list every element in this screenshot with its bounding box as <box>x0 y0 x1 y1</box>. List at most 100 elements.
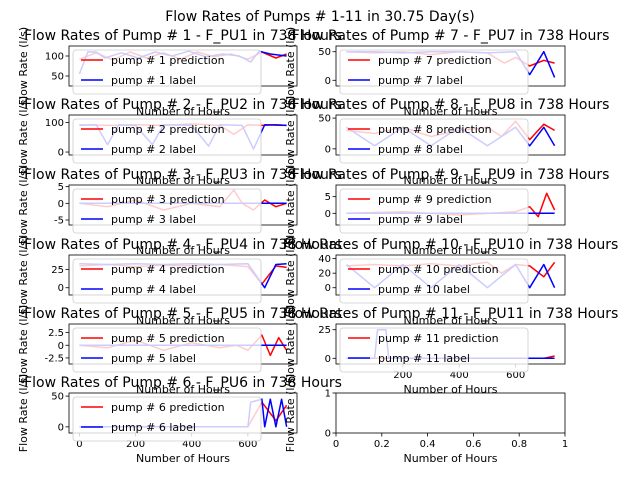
x-axis-label: Number of Hours <box>136 244 230 257</box>
legend-entry: pump # 6 label <box>111 421 196 434</box>
subplot-title: Flow Rates of Pump # 3 - F_PU3 in 738 Ho… <box>24 167 342 183</box>
x-tick-label: 0 <box>76 439 82 450</box>
legend-entry: pump # 1 label <box>111 74 196 87</box>
y-tick-label: 25 <box>318 325 331 336</box>
x-tick-label: 1 <box>562 439 568 450</box>
legend: pump # 4 prediction pump # 4 label <box>72 258 262 304</box>
subplot-title: Flow Rates of Pump # 6 - F_PU6 in 738 Ho… <box>24 375 342 391</box>
x-axis-label: Number of Hours <box>403 244 497 257</box>
legend-entry: pump # 10 label <box>378 283 470 296</box>
y-tick-label: 0 <box>325 283 331 294</box>
legend-box <box>72 49 262 95</box>
figure-suptitle: Flow Rates of Pumps # 1-11 in 30.75 Day(… <box>165 9 475 25</box>
subplot-title: Flow Rates of Pump # 4 - F_PU4 in 738 Ho… <box>24 237 342 253</box>
y-tick-label: 1 <box>325 389 331 400</box>
legend-entry: pump # 7 label <box>378 74 463 87</box>
legend-entry: pump # 11 label <box>378 352 470 365</box>
x-tick-label: 200 <box>393 370 412 381</box>
legend: pump # 2 prediction pump # 2 label <box>72 118 262 164</box>
y-axis-label: Flow Rate (l/s) <box>284 305 297 383</box>
subplot-title: Flow Rates of Pump # 9 - F_PU9 in 738 Ho… <box>292 167 610 183</box>
legend-entry: pump # 4 label <box>111 283 196 296</box>
subplot-title: Flow Rates of Pump # 11 - F_PU11 in 738 … <box>283 306 619 322</box>
y-tick-label: 0 <box>58 148 64 159</box>
legend-entry: pump # 10 prediction <box>378 263 499 276</box>
legend-entry: pump # 3 label <box>111 213 196 226</box>
y-axis-label: Flow Rate (l/s) <box>17 166 30 244</box>
legend-entry: pump # 9 prediction <box>378 193 492 206</box>
y-tick-label: 50 <box>318 114 331 125</box>
legend-box <box>339 49 529 95</box>
x-tick-label: 0.6 <box>465 439 481 450</box>
x-tick-label: 0.2 <box>374 439 390 450</box>
legend-entry: pump # 5 prediction <box>111 332 225 345</box>
legend: pump # 7 prediction pump # 7 label <box>339 49 529 95</box>
y-tick-label: -2.5 <box>44 353 64 364</box>
y-tick-label: 0 <box>58 199 64 210</box>
y-tick-label: 0 <box>325 354 331 365</box>
legend-box <box>72 327 262 373</box>
subplot-title: Flow Rates of Pump # 7 - F_PU7 in 738 Ho… <box>292 28 610 44</box>
legend-entry: pump # 2 prediction <box>111 123 225 136</box>
legend: pump # 8 prediction pump # 8 label <box>339 118 529 164</box>
legend-box <box>339 327 529 373</box>
y-axis-label: Flow Rate (l/s) <box>17 374 30 452</box>
legend-entry: pump # 3 prediction <box>111 193 225 206</box>
legend: pump # 9 prediction pump # 9 label <box>339 188 529 234</box>
x-tick-label: 400 <box>182 439 201 450</box>
y-tick-label: 5 <box>325 192 331 203</box>
y-axis-label: Flow Rate (l/s) <box>17 236 30 314</box>
y-tick-label: 25 <box>51 265 64 276</box>
y-tick-label: 5 <box>58 182 64 193</box>
legend-box <box>339 118 529 164</box>
x-tick-label: 400 <box>450 370 469 381</box>
y-axis-label: Flow Rate (l/s) <box>17 27 30 105</box>
axes-frame <box>335 392 566 434</box>
legend-box <box>339 188 529 234</box>
legend-entry: pump # 6 prediction <box>111 401 225 414</box>
legend-box <box>72 118 262 164</box>
x-tick-label: 600 <box>238 439 257 450</box>
y-axis-label: Flow Rate (l/s) <box>284 374 297 452</box>
y-tick-label: 0 <box>325 144 331 155</box>
x-axis-label: Number of Hours <box>403 383 497 396</box>
y-tick-label: 100 <box>45 118 64 129</box>
x-tick-label: 0.8 <box>511 439 527 450</box>
legend-entry: pump # 9 label <box>378 213 463 226</box>
subplot: 0 50 Number of Hours Flow Rate (l/s)Flow Ra… <box>284 96 609 187</box>
legend: pump # 1 prediction pump # 1 label <box>72 49 262 95</box>
legend: pump # 11 prediction pump # 11 label <box>339 327 529 373</box>
legend-entry: pump # 5 label <box>111 352 196 365</box>
y-tick-label: 0 <box>325 76 331 87</box>
y-tick-label: -5 <box>54 216 64 227</box>
y-axis-label: Flow Rate (l/s) <box>284 236 297 314</box>
legend-entry: pump # 11 prediction <box>378 332 499 345</box>
x-axis-label: Number of Hours <box>403 452 497 465</box>
y-tick-label: 100 <box>45 52 64 63</box>
y-tick-label: 0 <box>325 209 331 220</box>
legend-box <box>339 258 529 304</box>
subplot-title: Flow Rates of Pump # 10 - F_PU10 in 738 … <box>283 237 619 253</box>
legend: pump # 3 prediction pump # 3 label <box>72 188 262 234</box>
legend-entry: pump # 8 prediction <box>378 123 492 136</box>
y-tick-label: 0 <box>58 283 64 294</box>
y-tick-label: 0 <box>58 422 64 433</box>
y-tick-label: 50 <box>51 392 64 403</box>
y-axis-label: Flow Rate (l/s) <box>17 96 30 174</box>
legend-entry: pump # 4 prediction <box>111 263 225 276</box>
y-tick-label: 0 <box>325 429 331 440</box>
y-tick-label: 50 <box>318 47 331 58</box>
subplot: 0 50 0 200 400 600 Number of Hours Flow Rate (l… <box>17 374 342 465</box>
y-axis-label: Flow Rate (l/s) <box>17 305 30 383</box>
x-axis-label: Number of Hours <box>136 174 230 187</box>
x-tick-label: 0 <box>333 439 339 450</box>
subplot-title: Flow Rates of Pump # 1 - F_PU1 in 738 Ho… <box>24 28 342 44</box>
y-axis-label: Flow Rate (l/s) <box>284 166 297 244</box>
legend: pump # 5 prediction pump # 5 label <box>72 327 262 373</box>
legend: pump # 10 prediction pump # 10 label <box>339 258 529 304</box>
